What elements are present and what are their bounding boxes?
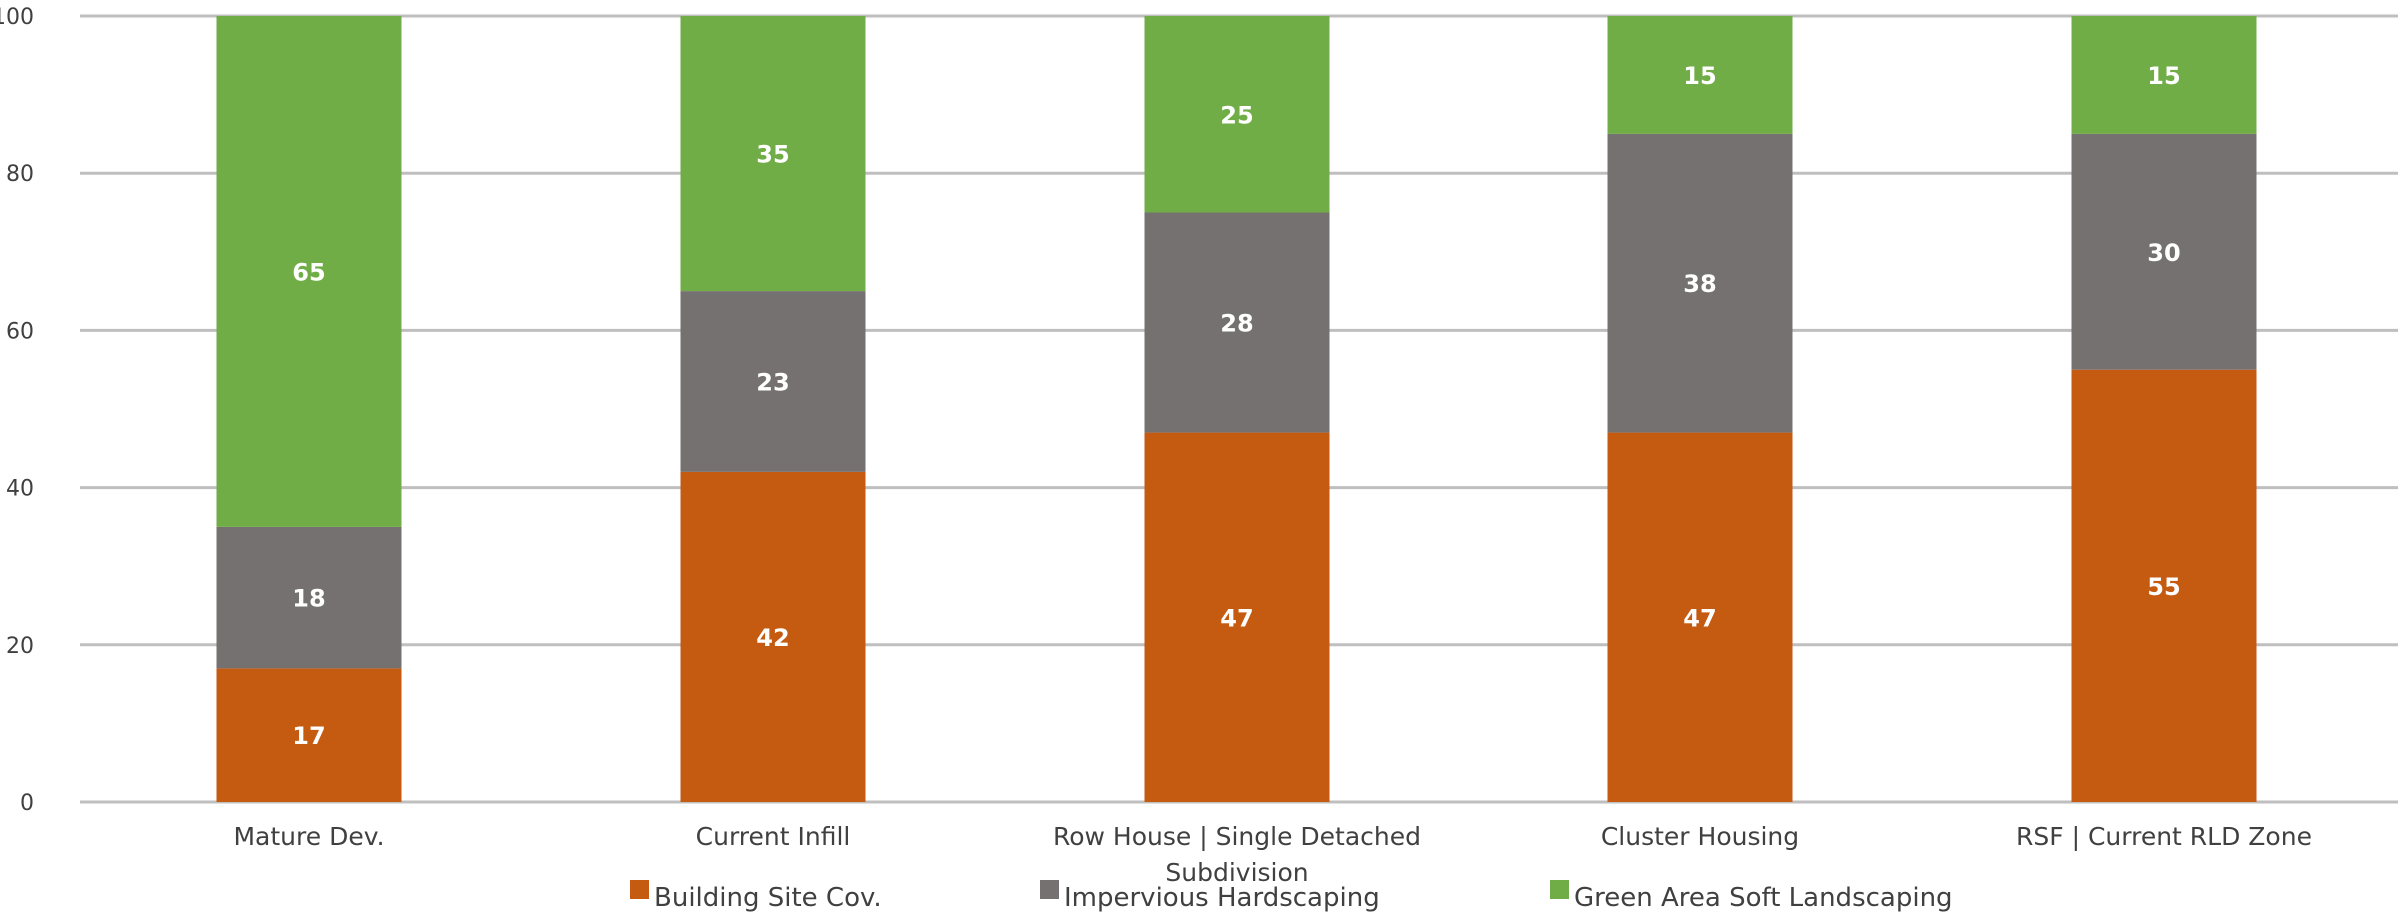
x-category-label: Mature Dev. xyxy=(233,822,384,851)
data-label: 55 xyxy=(2147,573,2180,601)
bar-segment xyxy=(2071,133,2257,370)
bar-segment xyxy=(1144,432,1330,802)
legend-label: Impervious Hardscaping xyxy=(1064,883,1380,913)
data-label: 15 xyxy=(1683,62,1716,90)
x-category-label: Cluster Housing xyxy=(1601,822,1799,851)
data-label: 18 xyxy=(292,585,325,613)
data-label: 47 xyxy=(1220,604,1253,632)
legend: Building Site Cov. Impervious Hardscaping… xyxy=(630,880,1953,913)
x-category-label: Row House | Single Detached Subdivision xyxy=(1053,822,1421,887)
y-tick-label: 60 xyxy=(6,319,34,344)
bar-segment xyxy=(680,291,866,472)
data-label: 15 xyxy=(2147,62,2180,90)
data-label: 23 xyxy=(756,368,789,396)
legend-label: Building Site Cov. xyxy=(654,883,882,913)
data-label: 28 xyxy=(1220,310,1253,338)
bar-segment xyxy=(2071,16,2257,134)
data-label: 30 xyxy=(2147,239,2180,267)
data-label: 47 xyxy=(1683,604,1716,632)
bar-segment xyxy=(1607,432,1793,802)
y-axis: 0 20 40 60 80 100 xyxy=(0,5,34,816)
bars: 17 18 65 42 23 35 47 28 25 47 38 15 55 30 15 xyxy=(216,16,2257,802)
y-tick-label: 40 xyxy=(6,477,34,502)
data-label: 25 xyxy=(1220,101,1253,129)
data-label: 65 xyxy=(292,258,325,286)
y-tick-label: 80 xyxy=(6,162,34,187)
bar-segment xyxy=(1144,16,1330,213)
bar-segment xyxy=(1607,133,1793,433)
y-tick-label: 100 xyxy=(0,5,34,30)
bar-segment xyxy=(216,16,402,527)
legend-swatch xyxy=(630,880,649,899)
bar-segment xyxy=(1607,16,1793,134)
bar-segment xyxy=(680,16,866,292)
y-tick-label: 20 xyxy=(6,634,34,659)
y-tick-label: 0 xyxy=(20,791,34,816)
bar-segment xyxy=(680,471,866,802)
x-category-label: Current Infill xyxy=(696,822,851,851)
bar-segment xyxy=(1144,212,1330,433)
bar-segment xyxy=(216,668,402,802)
bar-segment xyxy=(2071,369,2257,802)
legend-swatch xyxy=(1040,880,1059,899)
bar-segment xyxy=(216,526,402,669)
x-category-label: RSF | Current RLD Zone xyxy=(2016,822,2312,851)
legend-swatch xyxy=(1550,880,1569,899)
data-label: 35 xyxy=(756,141,789,169)
data-label: 38 xyxy=(1683,270,1716,298)
data-label: 17 xyxy=(292,722,325,750)
x-axis: Mature Dev. Current Infill Row House | Sin… xyxy=(233,822,2311,887)
data-label: 42 xyxy=(756,624,789,652)
legend-label: Green Area Soft Landscaping xyxy=(1574,883,1953,913)
